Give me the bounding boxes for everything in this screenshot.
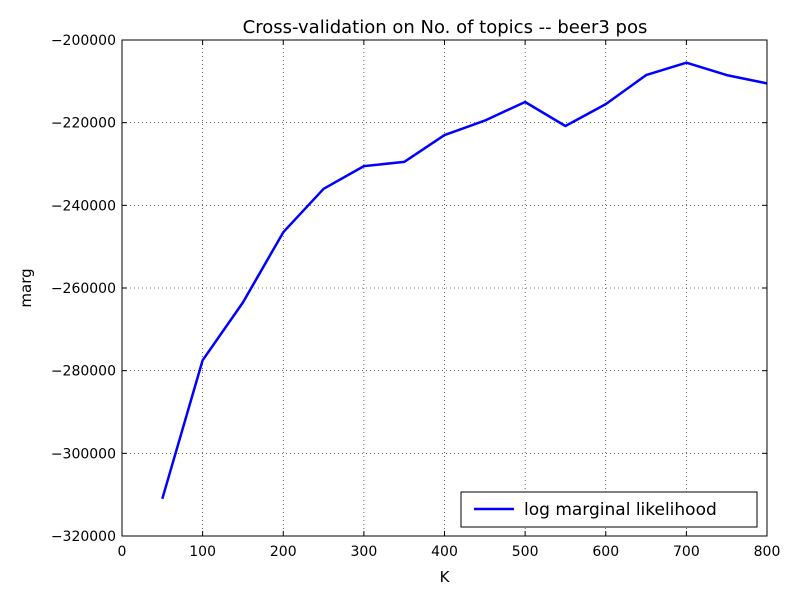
x-tick-label: 600 <box>592 544 619 560</box>
legend-label: log marginal likelihood <box>524 500 717 520</box>
x-tick-label: 300 <box>351 544 378 560</box>
y-tick-label: −280000 <box>51 364 116 380</box>
x-tick-label: 500 <box>512 544 539 560</box>
x-tick-label: 400 <box>431 544 458 560</box>
y-tick-label: −300000 <box>51 446 116 462</box>
y-axis: −200000 −220000 −240000 −260000 −280000 −3000… <box>51 33 767 545</box>
series-layer <box>161 61 768 500</box>
series-line <box>161 61 768 500</box>
legend[interactable]: log marginal likelihood <box>460 491 758 528</box>
x-tick-label: 700 <box>673 544 700 560</box>
x-axis-label: K <box>440 568 451 586</box>
chart-title: Cross-validation on No. of topics -- bee… <box>243 17 648 38</box>
grid <box>122 40 767 536</box>
x-axis: 0 100 200 300 400 500 600 700 800 <box>118 40 781 560</box>
y-tick-label: −240000 <box>51 198 116 214</box>
y-axis-label: marg <box>17 268 35 307</box>
x-tick-label: 200 <box>270 544 297 560</box>
y-tick-label: −320000 <box>51 529 116 545</box>
x-tick-label: 0 <box>118 544 127 560</box>
x-tick-label: 100 <box>189 544 216 560</box>
y-tick-label: −220000 <box>51 116 116 132</box>
y-tick-label: −200000 <box>51 33 116 49</box>
y-tick-label: −260000 <box>51 281 116 297</box>
x-tick-label: 800 <box>754 544 781 560</box>
